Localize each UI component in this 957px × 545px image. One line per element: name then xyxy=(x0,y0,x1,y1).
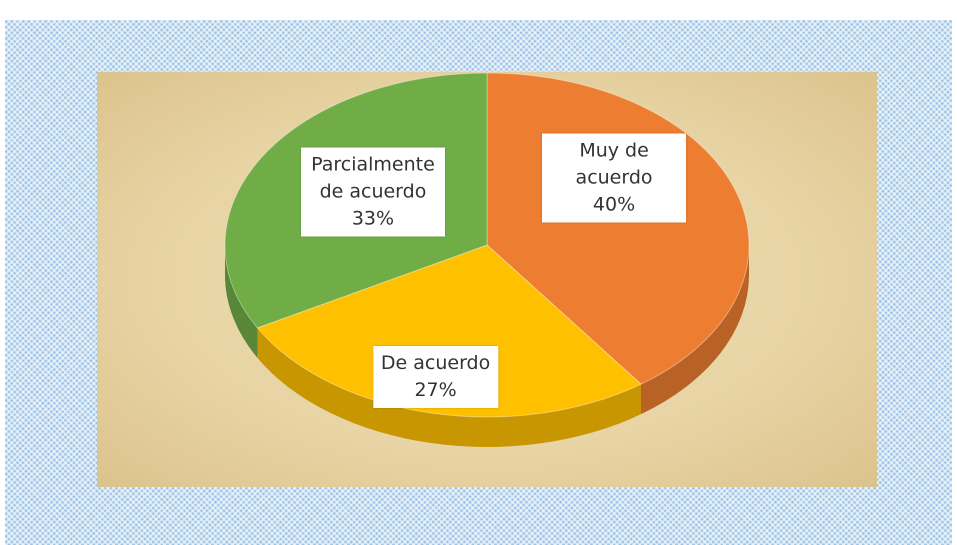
pie-slice xyxy=(256,244,642,418)
data-label: Parcialmente de acuerdo 33% xyxy=(300,147,445,237)
label-value: 33% xyxy=(351,207,395,230)
pie-side xyxy=(640,245,749,415)
label-category: De acuerdo xyxy=(380,352,491,375)
label-category: Muy de acuerdo xyxy=(575,139,653,189)
label-value: 27% xyxy=(414,379,457,402)
label-value: 40% xyxy=(592,193,636,216)
data-label: Muy de acuerdo 40% xyxy=(542,133,687,223)
label-category: Parcialmente de acuerdo xyxy=(311,153,435,203)
data-label: De acuerdo 27% xyxy=(372,346,499,409)
pie-side xyxy=(257,327,641,448)
pie-side xyxy=(225,245,258,358)
